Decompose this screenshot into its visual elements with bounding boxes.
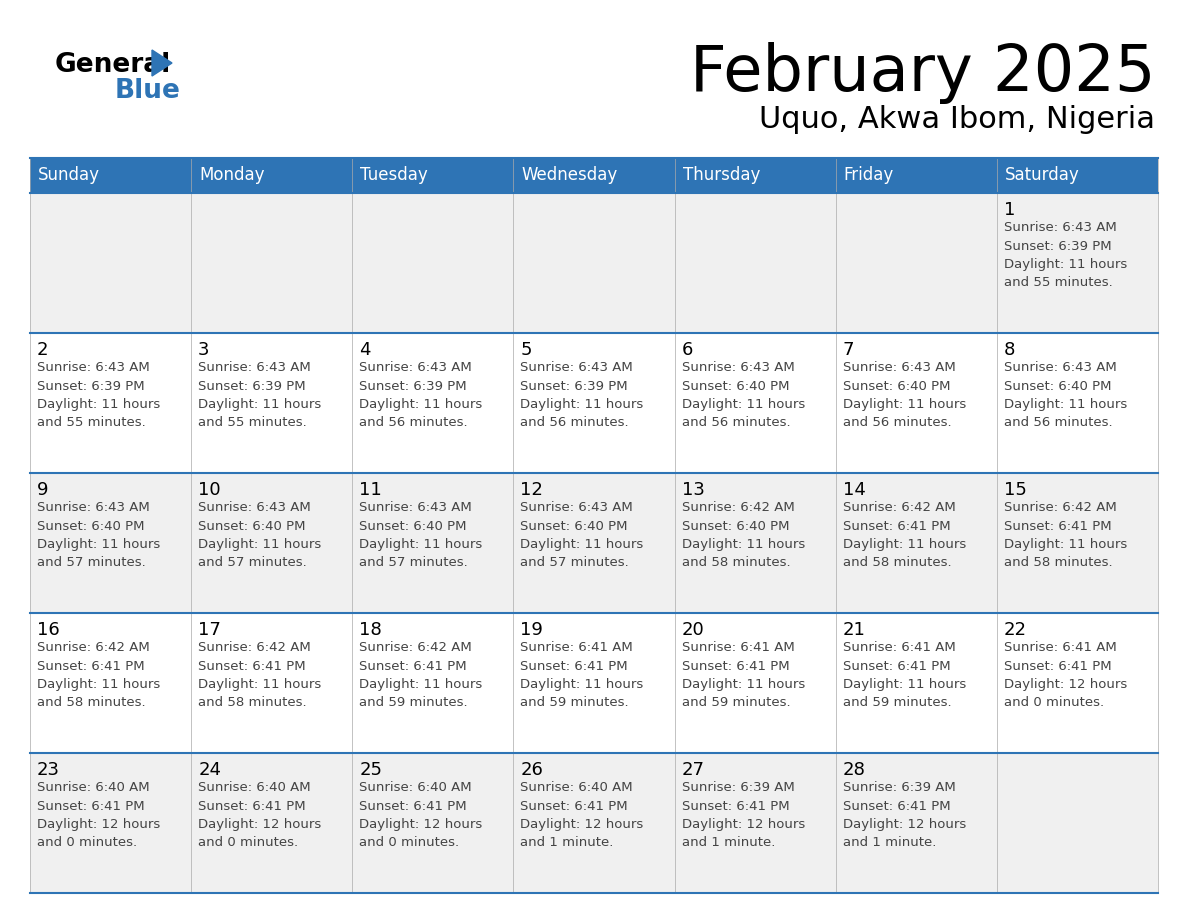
Text: 24: 24 <box>198 761 221 779</box>
Text: 25: 25 <box>359 761 383 779</box>
Text: 28: 28 <box>842 761 866 779</box>
Text: Sunrise: 6:42 AM
Sunset: 6:41 PM
Daylight: 11 hours
and 58 minutes.: Sunrise: 6:42 AM Sunset: 6:41 PM Dayligh… <box>842 501 966 569</box>
Text: Sunrise: 6:43 AM
Sunset: 6:40 PM
Daylight: 11 hours
and 56 minutes.: Sunrise: 6:43 AM Sunset: 6:40 PM Dayligh… <box>682 361 804 430</box>
Text: Sunrise: 6:40 AM
Sunset: 6:41 PM
Daylight: 12 hours
and 1 minute.: Sunrise: 6:40 AM Sunset: 6:41 PM Dayligh… <box>520 781 644 849</box>
Text: Sunrise: 6:41 AM
Sunset: 6:41 PM
Daylight: 12 hours
and 0 minutes.: Sunrise: 6:41 AM Sunset: 6:41 PM Dayligh… <box>1004 641 1127 710</box>
Text: General: General <box>55 52 171 78</box>
Text: Wednesday: Wednesday <box>522 166 618 185</box>
Text: 12: 12 <box>520 481 543 499</box>
Text: Sunrise: 6:41 AM
Sunset: 6:41 PM
Daylight: 11 hours
and 59 minutes.: Sunrise: 6:41 AM Sunset: 6:41 PM Dayligh… <box>842 641 966 710</box>
Text: Saturday: Saturday <box>1005 166 1080 185</box>
Text: 2: 2 <box>37 341 49 359</box>
Text: 19: 19 <box>520 621 543 639</box>
Text: Thursday: Thursday <box>683 166 760 185</box>
Text: 21: 21 <box>842 621 866 639</box>
Text: 26: 26 <box>520 761 543 779</box>
Text: Friday: Friday <box>843 166 893 185</box>
Text: Sunrise: 6:43 AM
Sunset: 6:40 PM
Daylight: 11 hours
and 57 minutes.: Sunrise: 6:43 AM Sunset: 6:40 PM Dayligh… <box>198 501 322 569</box>
Text: 4: 4 <box>359 341 371 359</box>
Text: Sunrise: 6:40 AM
Sunset: 6:41 PM
Daylight: 12 hours
and 0 minutes.: Sunrise: 6:40 AM Sunset: 6:41 PM Dayligh… <box>198 781 322 849</box>
Text: Sunrise: 6:43 AM
Sunset: 6:40 PM
Daylight: 11 hours
and 57 minutes.: Sunrise: 6:43 AM Sunset: 6:40 PM Dayligh… <box>37 501 160 569</box>
Bar <box>30 333 1158 473</box>
Text: Monday: Monday <box>200 166 265 185</box>
Text: 10: 10 <box>198 481 221 499</box>
Text: 14: 14 <box>842 481 866 499</box>
Text: 11: 11 <box>359 481 383 499</box>
Polygon shape <box>152 50 172 76</box>
Text: 20: 20 <box>682 621 704 639</box>
Text: Sunrise: 6:43 AM
Sunset: 6:40 PM
Daylight: 11 hours
and 57 minutes.: Sunrise: 6:43 AM Sunset: 6:40 PM Dayligh… <box>520 501 644 569</box>
Text: 3: 3 <box>198 341 209 359</box>
Text: 27: 27 <box>682 761 704 779</box>
Text: Sunrise: 6:42 AM
Sunset: 6:40 PM
Daylight: 11 hours
and 58 minutes.: Sunrise: 6:42 AM Sunset: 6:40 PM Dayligh… <box>682 501 804 569</box>
Text: 15: 15 <box>1004 481 1026 499</box>
Text: Sunrise: 6:40 AM
Sunset: 6:41 PM
Daylight: 12 hours
and 0 minutes.: Sunrise: 6:40 AM Sunset: 6:41 PM Dayligh… <box>37 781 160 849</box>
Text: 22: 22 <box>1004 621 1026 639</box>
Text: Sunrise: 6:40 AM
Sunset: 6:41 PM
Daylight: 12 hours
and 0 minutes.: Sunrise: 6:40 AM Sunset: 6:41 PM Dayligh… <box>359 781 482 849</box>
Text: Sunrise: 6:43 AM
Sunset: 6:40 PM
Daylight: 11 hours
and 56 minutes.: Sunrise: 6:43 AM Sunset: 6:40 PM Dayligh… <box>842 361 966 430</box>
Text: Sunrise: 6:43 AM
Sunset: 6:39 PM
Daylight: 11 hours
and 55 minutes.: Sunrise: 6:43 AM Sunset: 6:39 PM Dayligh… <box>1004 221 1127 289</box>
Text: Sunrise: 6:43 AM
Sunset: 6:39 PM
Daylight: 11 hours
and 56 minutes.: Sunrise: 6:43 AM Sunset: 6:39 PM Dayligh… <box>520 361 644 430</box>
Text: Uquo, Akwa Ibom, Nigeria: Uquo, Akwa Ibom, Nigeria <box>759 105 1155 134</box>
Text: Sunrise: 6:43 AM
Sunset: 6:40 PM
Daylight: 11 hours
and 56 minutes.: Sunrise: 6:43 AM Sunset: 6:40 PM Dayligh… <box>1004 361 1127 430</box>
Text: Sunrise: 6:41 AM
Sunset: 6:41 PM
Daylight: 11 hours
and 59 minutes.: Sunrise: 6:41 AM Sunset: 6:41 PM Dayligh… <box>682 641 804 710</box>
Text: 5: 5 <box>520 341 532 359</box>
Text: Sunrise: 6:39 AM
Sunset: 6:41 PM
Daylight: 12 hours
and 1 minute.: Sunrise: 6:39 AM Sunset: 6:41 PM Dayligh… <box>682 781 804 849</box>
Text: 16: 16 <box>37 621 59 639</box>
Text: 9: 9 <box>37 481 49 499</box>
Text: Sunrise: 6:41 AM
Sunset: 6:41 PM
Daylight: 11 hours
and 59 minutes.: Sunrise: 6:41 AM Sunset: 6:41 PM Dayligh… <box>520 641 644 710</box>
Text: Sunrise: 6:42 AM
Sunset: 6:41 PM
Daylight: 11 hours
and 59 minutes.: Sunrise: 6:42 AM Sunset: 6:41 PM Dayligh… <box>359 641 482 710</box>
Text: Blue: Blue <box>115 78 181 104</box>
Text: Sunrise: 6:42 AM
Sunset: 6:41 PM
Daylight: 11 hours
and 58 minutes.: Sunrise: 6:42 AM Sunset: 6:41 PM Dayligh… <box>198 641 322 710</box>
Text: Sunrise: 6:43 AM
Sunset: 6:39 PM
Daylight: 11 hours
and 56 minutes.: Sunrise: 6:43 AM Sunset: 6:39 PM Dayligh… <box>359 361 482 430</box>
Bar <box>30 473 1158 613</box>
Text: 6: 6 <box>682 341 693 359</box>
Text: February 2025: February 2025 <box>689 42 1155 104</box>
Text: 1: 1 <box>1004 201 1016 219</box>
Text: 7: 7 <box>842 341 854 359</box>
Text: 23: 23 <box>37 761 61 779</box>
Text: Sunrise: 6:39 AM
Sunset: 6:41 PM
Daylight: 12 hours
and 1 minute.: Sunrise: 6:39 AM Sunset: 6:41 PM Dayligh… <box>842 781 966 849</box>
Text: 17: 17 <box>198 621 221 639</box>
Bar <box>30 613 1158 753</box>
Bar <box>30 753 1158 893</box>
Text: Sunday: Sunday <box>38 166 100 185</box>
Text: 8: 8 <box>1004 341 1016 359</box>
Text: Tuesday: Tuesday <box>360 166 428 185</box>
Text: Sunrise: 6:42 AM
Sunset: 6:41 PM
Daylight: 11 hours
and 58 minutes.: Sunrise: 6:42 AM Sunset: 6:41 PM Dayligh… <box>1004 501 1127 569</box>
Text: 13: 13 <box>682 481 704 499</box>
Text: Sunrise: 6:43 AM
Sunset: 6:39 PM
Daylight: 11 hours
and 55 minutes.: Sunrise: 6:43 AM Sunset: 6:39 PM Dayligh… <box>37 361 160 430</box>
Text: Sunrise: 6:43 AM
Sunset: 6:40 PM
Daylight: 11 hours
and 57 minutes.: Sunrise: 6:43 AM Sunset: 6:40 PM Dayligh… <box>359 501 482 569</box>
Text: Sunrise: 6:42 AM
Sunset: 6:41 PM
Daylight: 11 hours
and 58 minutes.: Sunrise: 6:42 AM Sunset: 6:41 PM Dayligh… <box>37 641 160 710</box>
Text: Sunrise: 6:43 AM
Sunset: 6:39 PM
Daylight: 11 hours
and 55 minutes.: Sunrise: 6:43 AM Sunset: 6:39 PM Dayligh… <box>198 361 322 430</box>
Bar <box>30 158 1158 193</box>
Bar <box>30 193 1158 333</box>
Text: 18: 18 <box>359 621 383 639</box>
